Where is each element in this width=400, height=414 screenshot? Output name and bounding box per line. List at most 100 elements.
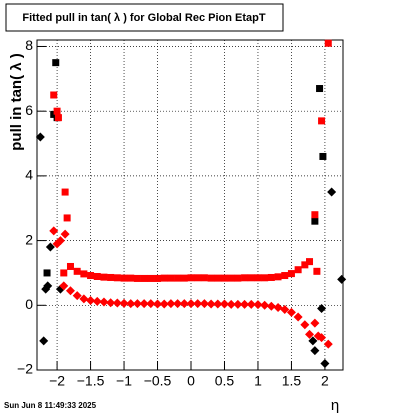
y-tick-label: 6	[25, 102, 33, 118]
diamond-marker	[337, 274, 347, 284]
square-marker	[160, 274, 168, 282]
square-marker	[306, 258, 314, 266]
timestamp: Sun Jun 8 11:49:33 2025	[4, 401, 97, 410]
square-marker	[107, 273, 115, 281]
x-tick-label: −1.5	[77, 373, 105, 389]
diamond-marker	[300, 320, 310, 330]
square-marker	[133, 274, 141, 282]
diamond-marker	[79, 294, 89, 304]
diamond-marker	[240, 299, 250, 309]
title-box	[5, 3, 284, 32]
diamond-marker	[286, 307, 296, 317]
diamond-marker	[60, 229, 70, 239]
plot-frame	[37, 40, 343, 370]
diamond-marker	[55, 236, 65, 246]
square-marker	[180, 274, 188, 282]
diamond-marker	[246, 299, 256, 309]
diamond-marker	[310, 346, 320, 356]
square-marker	[274, 273, 282, 281]
x-tick-label: 0.5	[215, 373, 235, 389]
diamond-marker	[166, 299, 176, 309]
square-marker	[254, 274, 262, 282]
square-marker	[87, 272, 95, 280]
x-tick-label: 0	[187, 373, 195, 389]
square-marker	[324, 39, 332, 47]
diamond-marker	[112, 298, 122, 308]
square-marker	[261, 274, 269, 282]
diamond-marker	[273, 303, 283, 313]
x-tick-label: 2	[321, 373, 329, 389]
diamond-marker	[199, 299, 209, 309]
square-marker	[63, 214, 71, 222]
square-marker	[100, 273, 108, 281]
diamond-marker	[43, 281, 53, 291]
square-marker	[53, 107, 61, 115]
square-marker	[247, 274, 255, 282]
diamond-marker	[146, 299, 156, 309]
square-marker	[167, 274, 175, 282]
square-marker	[281, 272, 289, 280]
square-marker	[316, 85, 324, 93]
diamond-marker	[260, 300, 270, 310]
diamond-marker	[173, 299, 183, 309]
diamond-marker	[317, 333, 327, 343]
y-axis-label: pull in tan( λ )	[8, 53, 25, 151]
diamond-marker	[320, 359, 330, 369]
diamond-marker	[280, 305, 290, 314]
y-tick-label: 0	[25, 296, 33, 312]
square-marker	[80, 270, 88, 278]
diamond-marker	[99, 297, 109, 307]
square-marker	[60, 269, 68, 277]
diamond-marker	[308, 336, 318, 346]
square-marker	[61, 188, 69, 196]
square-marker	[113, 274, 121, 282]
square-marker	[66, 262, 74, 270]
diamond-marker	[206, 299, 216, 309]
square-marker	[214, 274, 222, 282]
square-marker	[241, 274, 249, 282]
square-marker	[140, 274, 148, 282]
square-marker	[220, 274, 228, 282]
diamond-marker	[106, 298, 116, 308]
diamond-marker	[293, 312, 303, 322]
square-marker	[287, 270, 295, 278]
diamond-marker	[323, 339, 333, 349]
square-marker	[301, 261, 309, 269]
square-marker	[120, 274, 128, 282]
square-marker	[50, 91, 58, 99]
square-marker	[311, 211, 319, 219]
diamond-marker	[213, 299, 223, 309]
diamond-marker	[233, 299, 243, 309]
x-tick-label: −1	[116, 373, 132, 389]
square-marker	[294, 266, 302, 274]
square-marker	[93, 273, 101, 280]
square-marker	[54, 114, 62, 122]
diamond-marker	[119, 298, 129, 308]
square-marker	[267, 273, 275, 281]
diamond-marker	[153, 299, 163, 309]
x-axis-label: η	[331, 397, 339, 414]
diamond-marker	[186, 299, 196, 309]
y-tick-label: 4	[25, 167, 33, 183]
square-marker	[319, 152, 327, 160]
plot-border	[36, 39, 344, 371]
x-tick-label: 1.5	[282, 373, 302, 389]
diamond-marker	[305, 329, 315, 339]
diamond-marker	[139, 299, 149, 309]
diamond-marker	[72, 291, 82, 301]
chart-title: Fitted pull in tan( λ ) for Global Rec P…	[22, 12, 266, 24]
diamond-marker	[92, 296, 102, 306]
diamond-marker	[45, 242, 55, 252]
diamond-marker	[317, 304, 327, 314]
y-tick-label: 2	[25, 231, 33, 247]
diamond-marker	[35, 132, 45, 142]
square-marker	[127, 274, 135, 282]
diamond-marker	[226, 299, 236, 309]
square-marker	[207, 274, 215, 282]
square-marker	[73, 267, 81, 275]
square-marker	[52, 59, 60, 67]
square-marker	[227, 274, 235, 282]
square-marker	[43, 269, 51, 277]
